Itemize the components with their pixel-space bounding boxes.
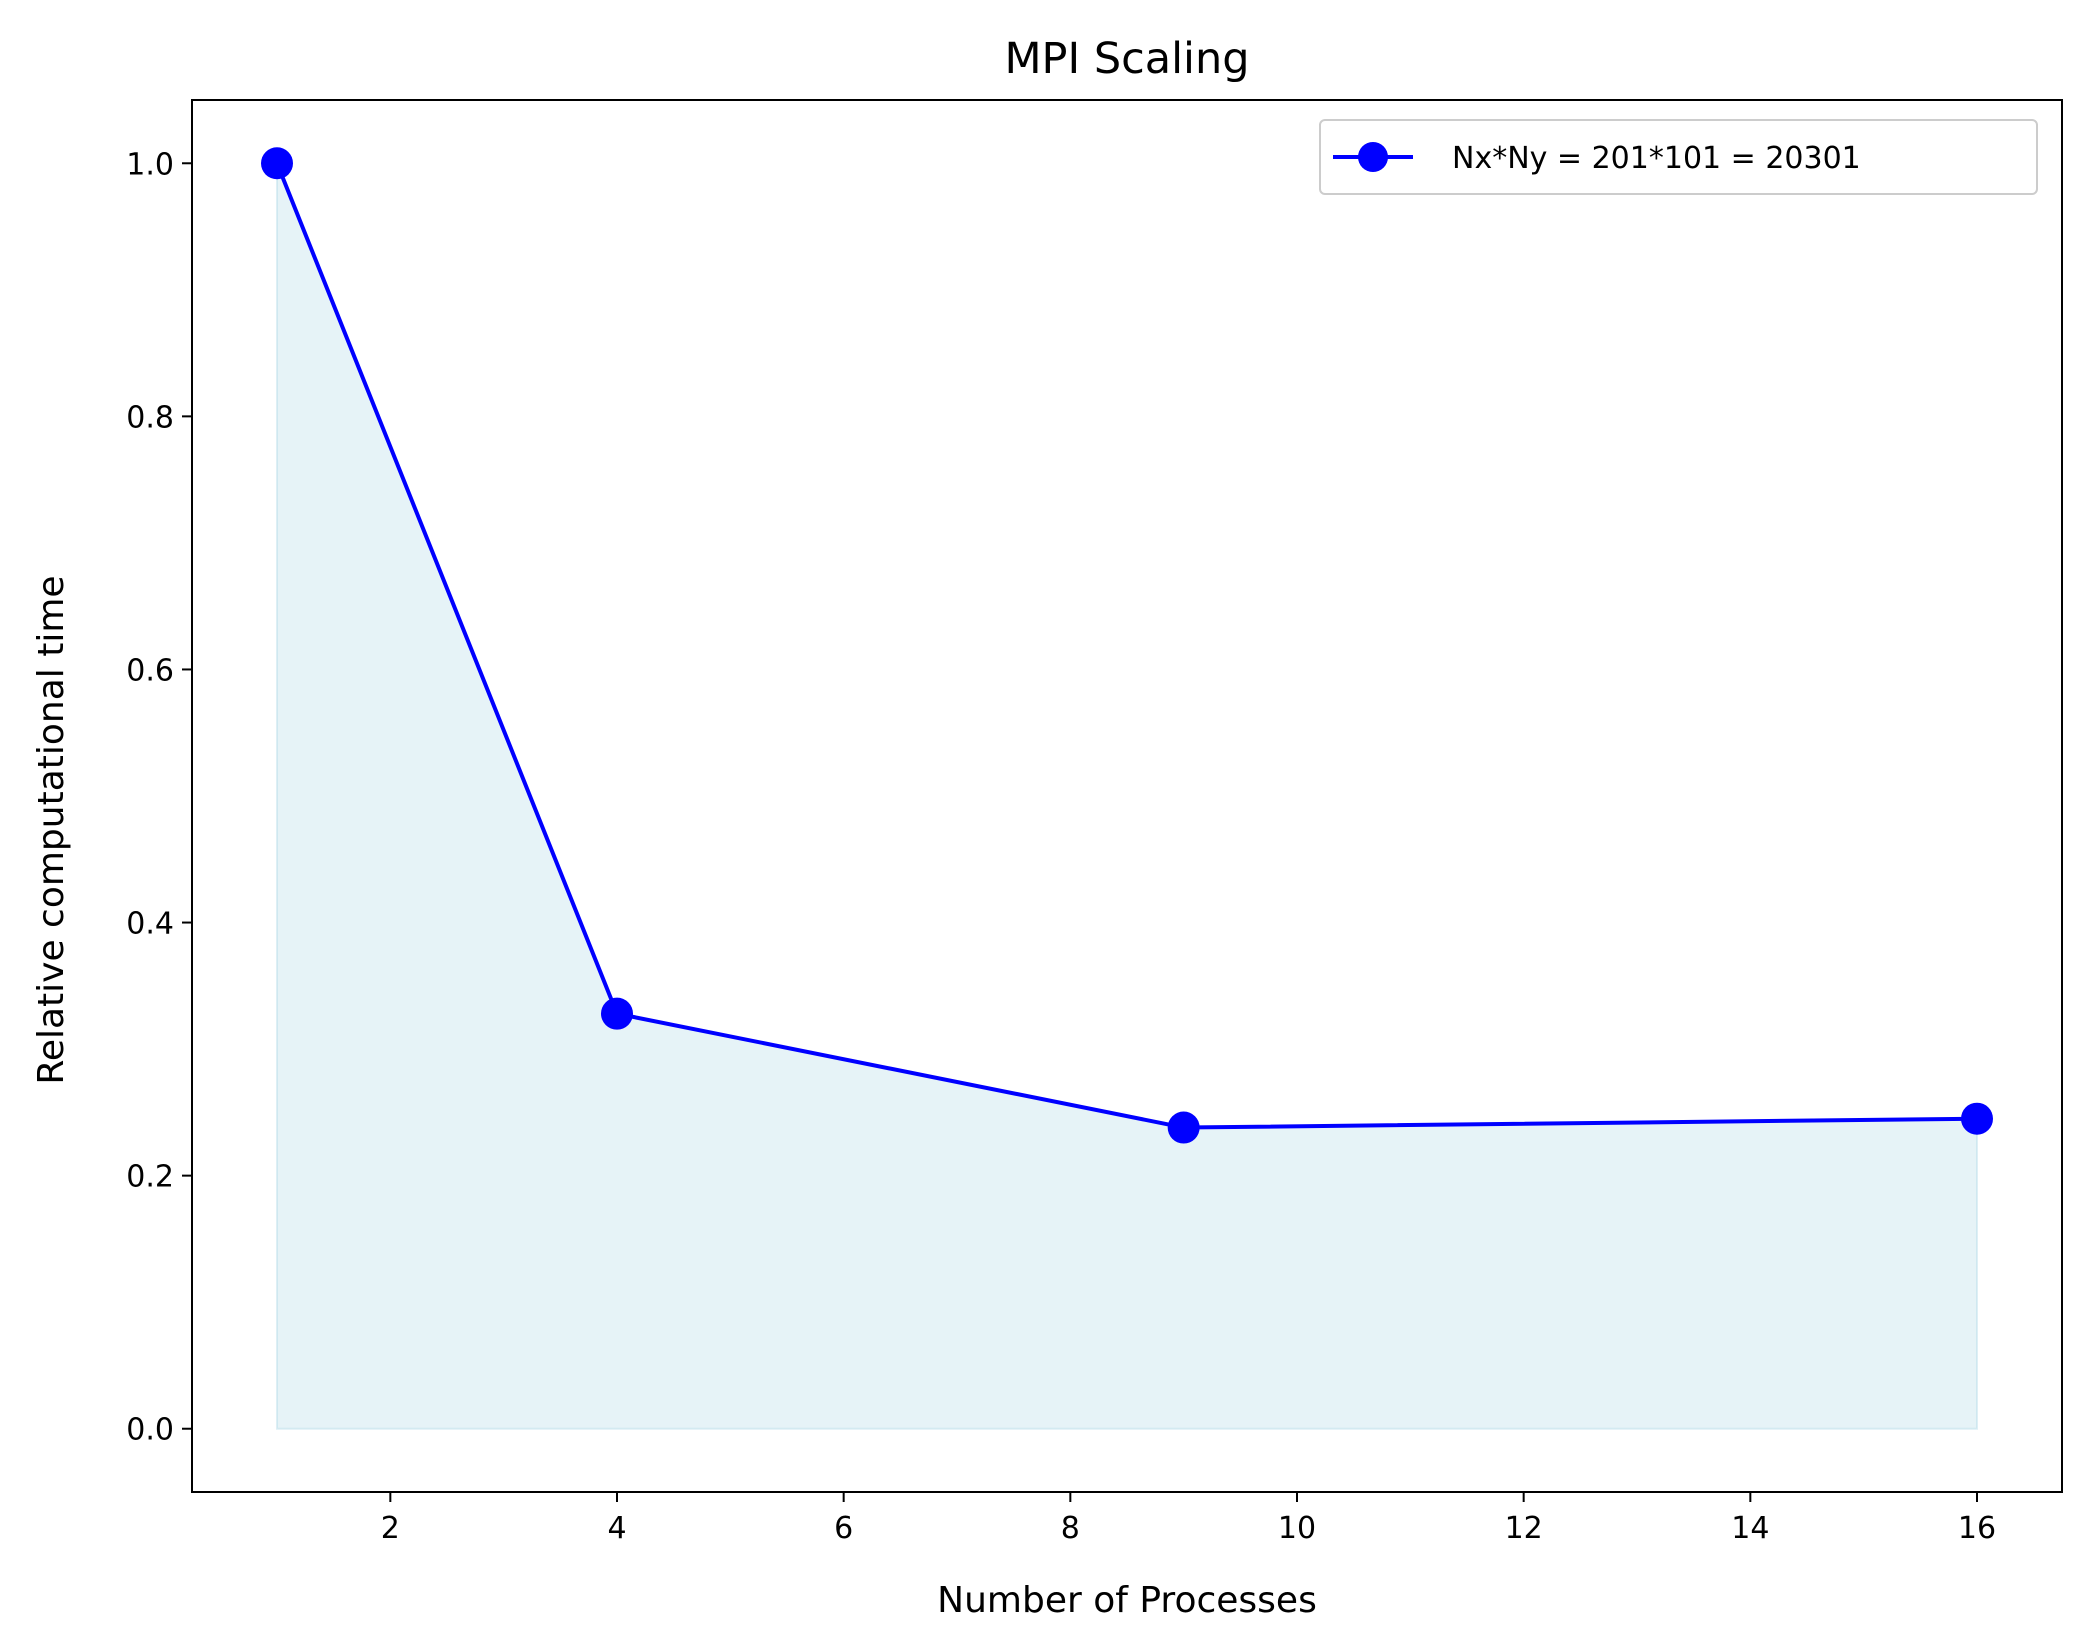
x-tick-label: 12 (1505, 1511, 1543, 1546)
x-axis-ticks: 2 4 6 8 10 12 14 16 (381, 1492, 1996, 1546)
legend: Nx*Ny = 201*101 = 20301 (1319, 119, 2038, 195)
y-tick-label: 0.4 (126, 907, 174, 942)
data-point (261, 147, 293, 180)
y-axis-label: Relative computational time (31, 575, 72, 1084)
data-point (601, 997, 633, 1030)
y-tick-label: 0.8 (126, 400, 174, 435)
legend-frame (1319, 119, 2038, 195)
x-tick-label: 4 (607, 1511, 626, 1546)
x-tick-label: 16 (1958, 1511, 1996, 1546)
series-line (275, 162, 1978, 1130)
data-point (1167, 1111, 1200, 1144)
y-tick-label: 0.0 (126, 1413, 174, 1448)
x-tick-label: 10 (1278, 1511, 1316, 1546)
x-axis-label: Number of Processes (937, 1580, 1317, 1621)
x-tick-label: 2 (381, 1511, 400, 1546)
x-tick-label: 6 (834, 1511, 853, 1546)
y-tick-label: 0.2 (126, 1160, 174, 1195)
y-tick-label: 0.6 (126, 653, 174, 688)
axes-frame (191, 99, 2063, 1493)
data-point (1961, 1102, 1993, 1135)
plot-area (191, 99, 2063, 1493)
chart-title: MPI Scaling (1004, 34, 1249, 84)
legend-marker-swatch (1358, 142, 1388, 172)
x-tick-label: 14 (1731, 1511, 1769, 1546)
legend-entry-label: Nx*Ny = 201*101 = 20301 (1452, 141, 1861, 176)
x-tick-label: 8 (1061, 1511, 1080, 1546)
y-tick-label: 1.0 (126, 147, 174, 182)
y-axis-ticks: 0.0 0.2 0.4 0.6 0.8 1.0 (126, 147, 192, 1448)
